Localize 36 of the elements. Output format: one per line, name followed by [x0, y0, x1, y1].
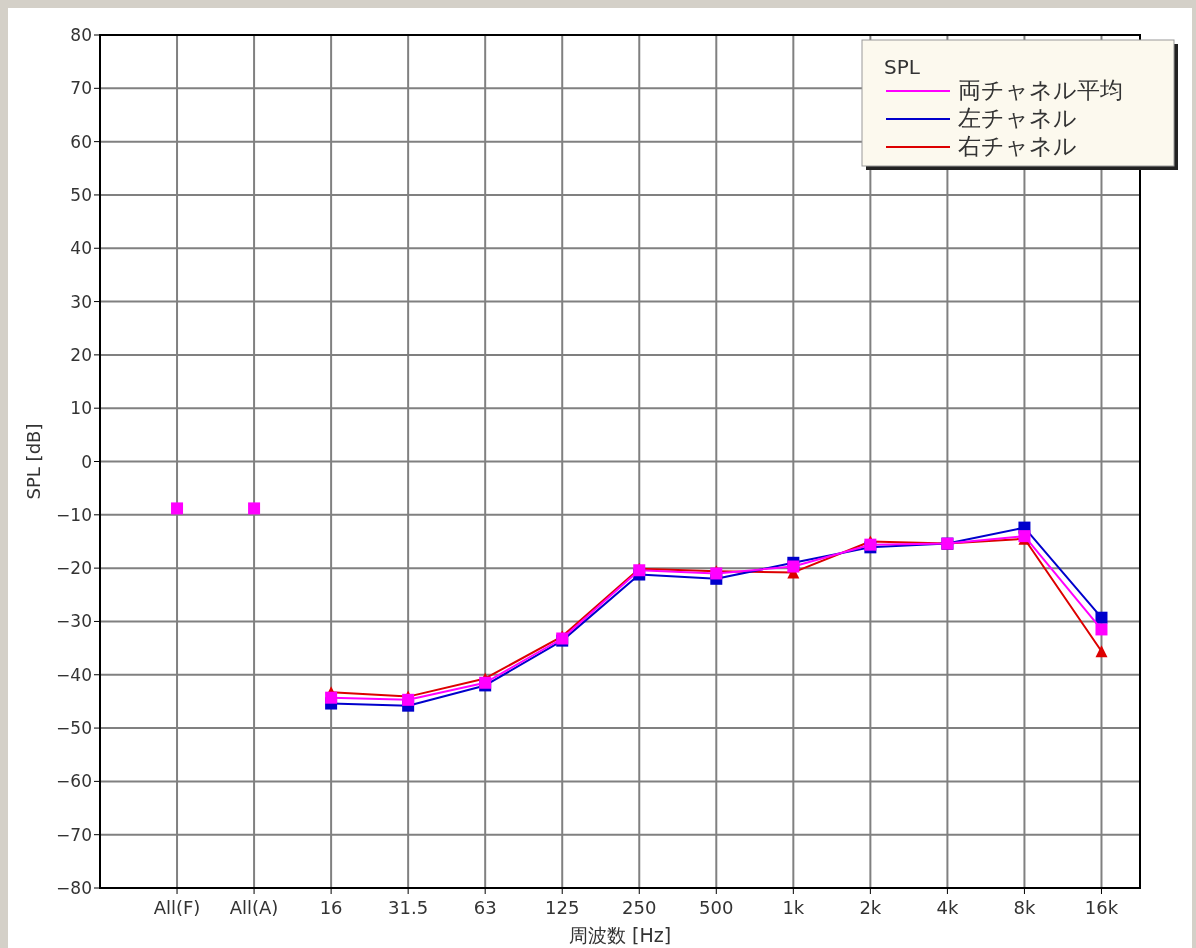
- y-tick-label: −60: [56, 771, 92, 792]
- y-tick-label: 50: [70, 184, 92, 205]
- x-axis-title: 周波数 [Hz]: [568, 924, 672, 946]
- y-tick-label: −80: [56, 878, 92, 898]
- x-tick-label: All(A): [229, 897, 279, 918]
- x-tick-label: 1k: [782, 897, 805, 918]
- x-tick-label: All(F): [153, 897, 201, 918]
- x-tick-label: 16: [319, 897, 343, 918]
- y-tick-label: −30: [56, 611, 92, 632]
- y-tick-label: 30: [70, 291, 92, 312]
- x-tick-label: 16k: [1084, 897, 1119, 918]
- y-tick-label: −50: [56, 718, 92, 739]
- y-tick-label: 70: [70, 78, 92, 99]
- x-tick-label: 31.5: [388, 897, 429, 918]
- y-tick-label: 0: [81, 451, 92, 472]
- y-tick-label: −10: [56, 504, 92, 525]
- legend-label: 両チャネル平均: [958, 77, 1123, 103]
- y-tick-label: 80: [70, 25, 92, 45]
- y-tick-label: −20: [56, 558, 92, 579]
- x-tick-label: 8k: [1013, 897, 1036, 918]
- x-tick-label: 63: [473, 897, 497, 918]
- y-tick-label: 60: [70, 131, 92, 152]
- legend-label: 左チャネル: [958, 105, 1077, 131]
- y-tick-label: 10: [70, 398, 92, 419]
- y-tick-label: −70: [56, 824, 92, 845]
- y-tick-label: 40: [70, 238, 92, 259]
- y-tick-label: 20: [70, 344, 92, 365]
- x-tick-label: 250: [622, 897, 657, 918]
- legend-title: SPL: [884, 55, 921, 79]
- y-tick-label: −40: [56, 664, 92, 685]
- x-tick-label: 4k: [936, 897, 959, 918]
- x-tick-label: 500: [699, 897, 734, 918]
- x-tick-label: 2k: [859, 897, 882, 918]
- y-axis-title: SPL [dB]: [23, 423, 44, 500]
- legend-label: 右チャネル: [958, 133, 1077, 159]
- x-tick-label: 125: [545, 897, 580, 918]
